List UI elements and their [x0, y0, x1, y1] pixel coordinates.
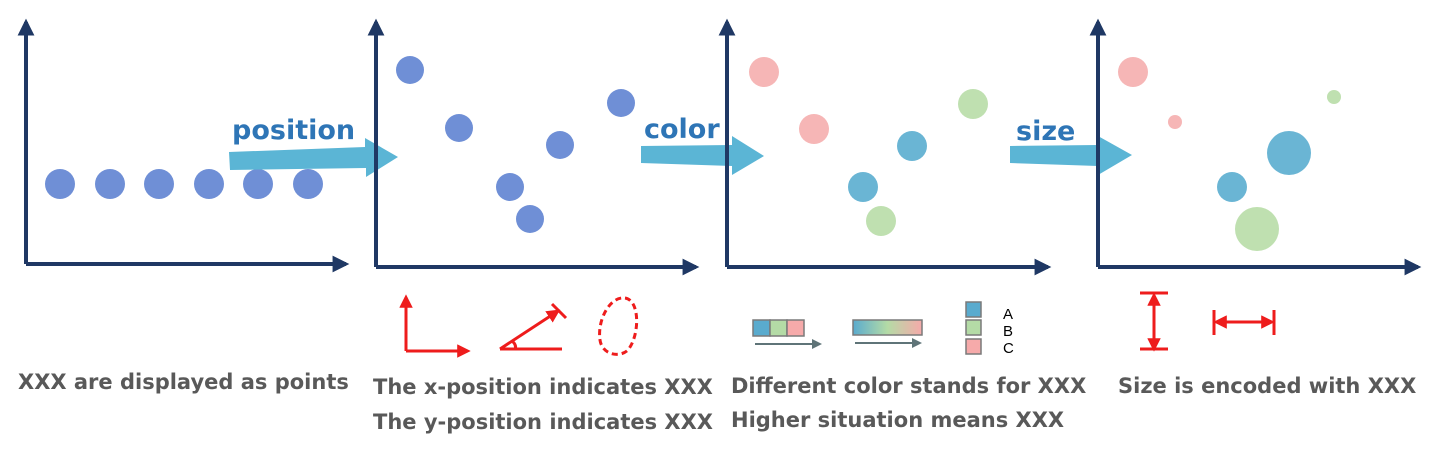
legend-label-a: A	[1003, 306, 1013, 323]
transition-size: size	[1010, 116, 1132, 175]
panel-points	[17, 18, 350, 273]
legend-swatch-a	[965, 301, 982, 318]
caption-y-position: The y-position indicates XXX	[373, 410, 713, 434]
point	[516, 205, 544, 233]
discrete-color-bar-icon	[752, 319, 805, 337]
xy-axes-icon	[399, 294, 471, 358]
color-icons: A B C	[752, 301, 1014, 357]
region-outline-icon	[598, 296, 639, 356]
point	[848, 172, 878, 202]
legend-label-b: B	[1003, 323, 1013, 340]
point	[1118, 57, 1148, 87]
point	[445, 114, 473, 142]
caption-color-higher: Higher situation means XXX	[731, 408, 1065, 432]
legend-label-c: C	[1003, 340, 1014, 357]
point	[607, 89, 635, 117]
horizontal-size-icon	[1212, 310, 1276, 335]
vertical-size-icon	[1140, 291, 1168, 352]
point	[546, 131, 574, 159]
position-icons	[399, 294, 639, 358]
point	[45, 169, 75, 199]
angle-icon	[499, 302, 568, 351]
transition-color: color	[641, 114, 764, 175]
category-legend: A B C	[965, 301, 1014, 357]
caption-x-position: The x-position indicates XXX	[373, 375, 713, 399]
panel-4-axes	[1089, 18, 1422, 276]
transition-label: size	[1016, 116, 1075, 147]
point	[897, 131, 927, 161]
panel-color	[718, 18, 1052, 276]
point	[1217, 172, 1247, 202]
point	[1235, 207, 1279, 251]
point	[396, 56, 424, 84]
point	[749, 57, 779, 87]
point	[293, 169, 323, 199]
point	[958, 89, 988, 119]
point	[1267, 131, 1311, 175]
point	[799, 114, 829, 144]
panel-position	[367, 18, 700, 276]
point	[144, 169, 174, 199]
gradient-color-bar-icon	[852, 319, 923, 336]
transition-arrow	[229, 138, 398, 177]
point	[194, 169, 224, 199]
point	[1168, 115, 1182, 129]
transition-arrow	[1010, 136, 1132, 175]
panel-3-axes	[718, 18, 1052, 276]
legend-swatch-b	[965, 319, 982, 336]
caption-size: Size is encoded with XXX	[1118, 374, 1417, 398]
panel-size	[1089, 18, 1422, 276]
panel-1-axes	[17, 18, 350, 273]
transition-position: position	[229, 115, 398, 177]
transition-label: color	[644, 114, 720, 145]
transition-arrow	[641, 136, 764, 175]
legend-swatch-c	[965, 338, 982, 355]
panel-2-axes	[367, 18, 700, 276]
point	[866, 206, 896, 236]
caption-color-different: Different color stands for XXX	[731, 374, 1087, 398]
transition-label: position	[232, 115, 355, 146]
size-icons	[1140, 291, 1276, 352]
point	[1327, 90, 1341, 104]
point	[496, 173, 524, 201]
point	[95, 169, 125, 199]
caption-points: XXX are displayed as points	[18, 370, 349, 394]
point	[243, 169, 273, 199]
